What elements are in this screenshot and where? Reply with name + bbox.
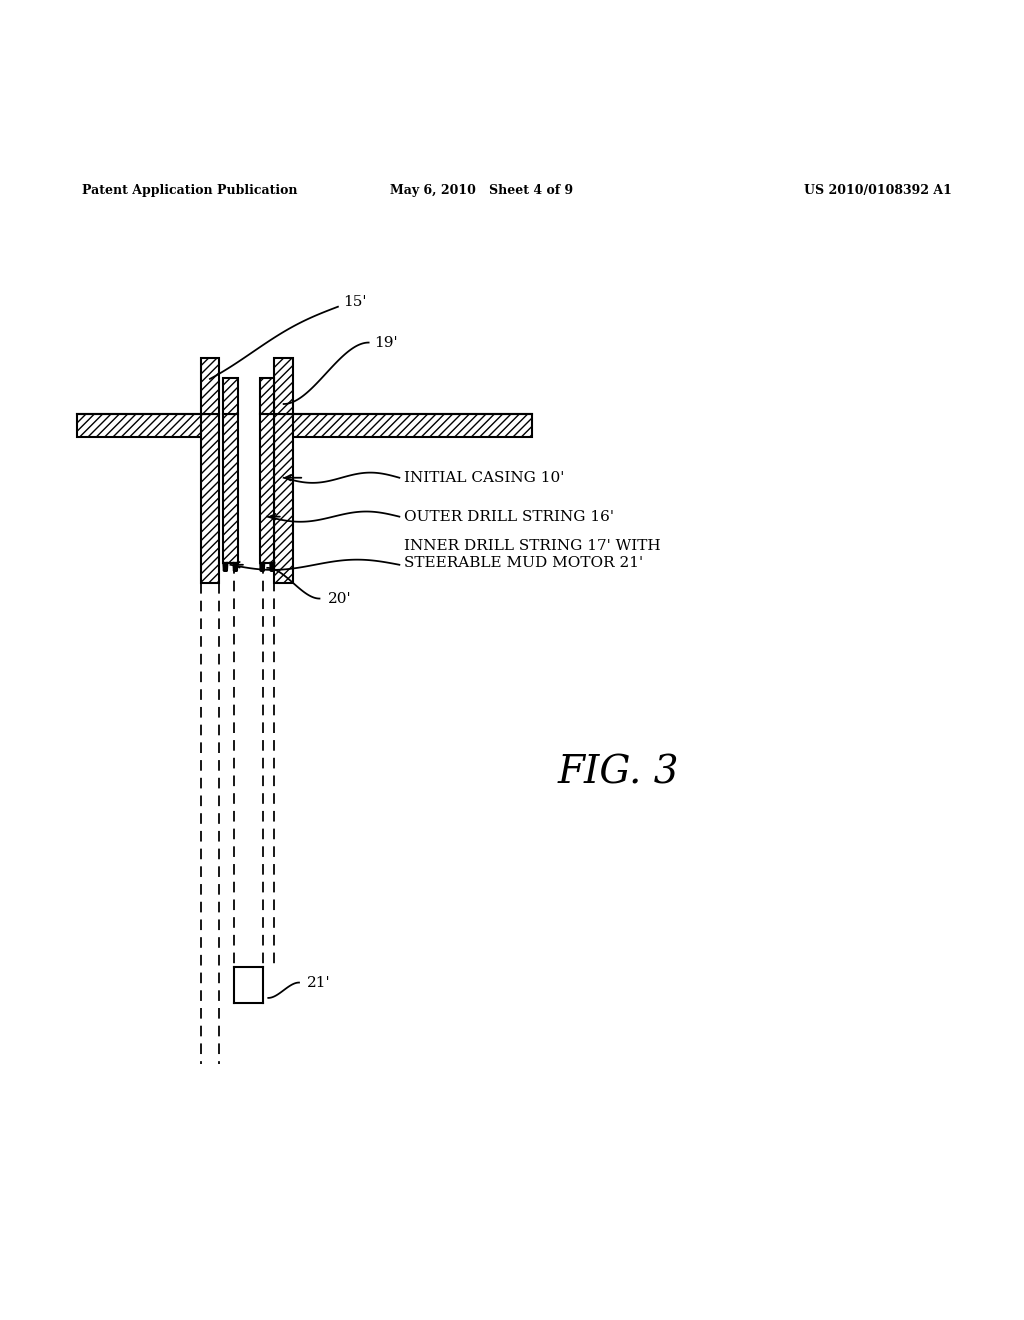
Bar	[223, 414, 238, 562]
Text: 15': 15'	[343, 294, 367, 309]
Text: US 2010/0108392 A1: US 2010/0108392 A1	[805, 183, 952, 197]
Bar	[201, 414, 219, 583]
Bar	[223, 379, 238, 414]
Text: 20': 20'	[328, 591, 351, 606]
Text: May 6, 2010   Sheet 4 of 9: May 6, 2010 Sheet 4 of 9	[390, 183, 572, 197]
Bar	[274, 414, 293, 583]
Text: 19': 19'	[374, 335, 397, 350]
Text: OUTER DRILL STRING 16': OUTER DRILL STRING 16'	[404, 510, 614, 524]
Bar	[260, 414, 274, 562]
Text: Patent Application Publication: Patent Application Publication	[82, 183, 297, 197]
Bar	[201, 358, 219, 414]
Bar	[274, 358, 293, 414]
Bar	[260, 379, 274, 414]
Text: FIG. 3: FIG. 3	[558, 754, 680, 791]
Text: INITIAL CASING 10': INITIAL CASING 10'	[404, 471, 565, 484]
Text: INNER DRILL STRING 17' WITH
STEERABLE MUD MOTOR 21': INNER DRILL STRING 17' WITH STEERABLE MU…	[404, 540, 662, 570]
Bar	[77, 414, 205, 437]
Bar	[292, 414, 532, 437]
Text: 21': 21'	[307, 975, 331, 990]
